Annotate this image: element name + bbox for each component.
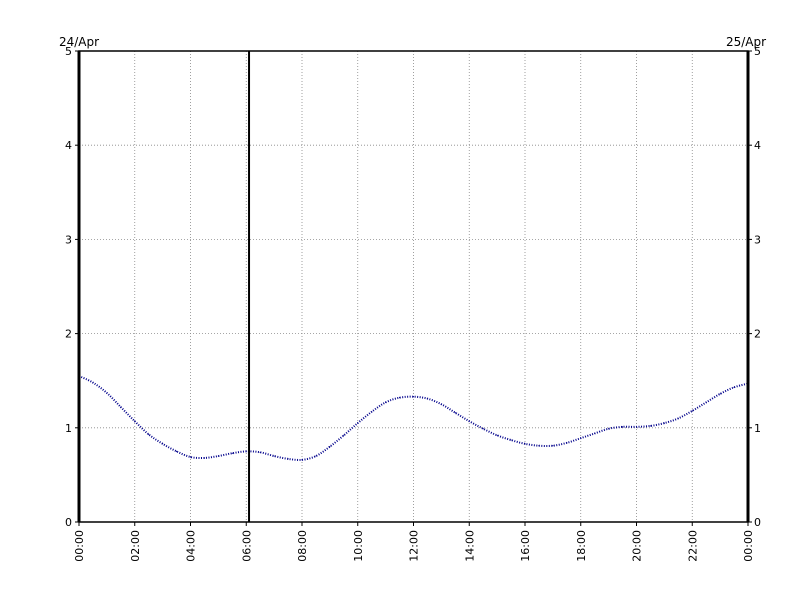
series-point [677, 417, 679, 419]
series-point [538, 445, 540, 447]
y-tick-label-left: 3 [65, 233, 72, 246]
series-point [552, 445, 554, 447]
y-tick-label-right: 4 [754, 139, 761, 152]
x-tick-label: 12:00 [408, 530, 421, 562]
start-date-label: 24/Apr [59, 35, 99, 49]
x-tick-label: 14:00 [463, 530, 476, 562]
series-point [245, 450, 247, 452]
x-tick-label: 00:00 [742, 530, 755, 562]
series-point [691, 410, 693, 412]
series-point [301, 459, 303, 461]
x-tick-label: 16:00 [519, 530, 532, 562]
series-point [398, 397, 401, 399]
y-tick-label-left: 5 [65, 45, 72, 58]
x-tick-label: 06:00 [240, 530, 253, 562]
series-point [566, 442, 568, 444]
y-tick-label-right: 1 [754, 422, 761, 435]
series-point [468, 420, 470, 422]
x-tick-label: 08:00 [296, 530, 309, 562]
series-point [719, 393, 721, 395]
series-point [120, 406, 122, 408]
series-point [426, 398, 429, 400]
series-point [92, 381, 94, 384]
y-tick-label-right: 3 [754, 233, 761, 246]
series-point [412, 396, 415, 398]
y-tick-label-left: 4 [65, 139, 72, 152]
y-tick-label-right: 0 [754, 516, 761, 529]
series-point [663, 422, 665, 424]
y-tick-label-right: 5 [754, 45, 761, 58]
x-tick-label: 04:00 [185, 530, 198, 562]
end-date-label: 25/Apr [726, 35, 766, 49]
axes [75, 50, 752, 526]
series-point [315, 455, 317, 457]
series-point [440, 403, 442, 405]
series-point [733, 386, 735, 388]
series-point [621, 426, 624, 428]
series-point [705, 401, 707, 403]
series-point [357, 422, 359, 424]
x-tick-label: 22:00 [686, 530, 699, 562]
y-tick-label-right: 2 [754, 328, 761, 341]
series-point [371, 411, 373, 413]
y-tick-label-left: 0 [65, 516, 72, 529]
series-point [273, 455, 275, 457]
series-point [608, 428, 610, 430]
y-tick-label-left: 1 [65, 422, 72, 435]
series-point [524, 443, 526, 445]
series-point [189, 456, 192, 458]
series-point [106, 392, 108, 394]
series-layer [78, 375, 749, 461]
series-point [231, 452, 233, 454]
tick-labels: 0 0 1 1 2 2 3 3 4 4 5 5 00:00 02:00 04:00 06:00 08:00 10:… [65, 45, 761, 562]
series-point [203, 457, 206, 459]
x-tick-label: 10:00 [352, 530, 365, 562]
series-point [580, 437, 582, 439]
series-point [385, 401, 387, 403]
series-point [148, 433, 150, 435]
series-point [594, 432, 596, 435]
series-point [454, 412, 456, 414]
series-point [649, 425, 652, 427]
series-point [134, 420, 136, 422]
grid-lines [79, 51, 748, 522]
series-point [217, 455, 219, 457]
y-tick-label-left: 2 [65, 328, 72, 341]
x-tick-label: 20:00 [631, 530, 644, 562]
series-point [259, 451, 261, 453]
series-point [175, 450, 178, 452]
series-point [635, 426, 638, 428]
series-point [343, 434, 345, 436]
series-point [482, 428, 484, 430]
x-tick-label: 02:00 [129, 530, 142, 562]
series-point [496, 434, 498, 436]
series-point [287, 458, 289, 460]
x-tick-label: 18:00 [575, 530, 588, 562]
plot-frame [78, 50, 749, 523]
x-tick-label: 00:00 [73, 530, 86, 562]
series-point [329, 446, 331, 448]
series-point [162, 443, 164, 445]
series-point [510, 439, 512, 441]
